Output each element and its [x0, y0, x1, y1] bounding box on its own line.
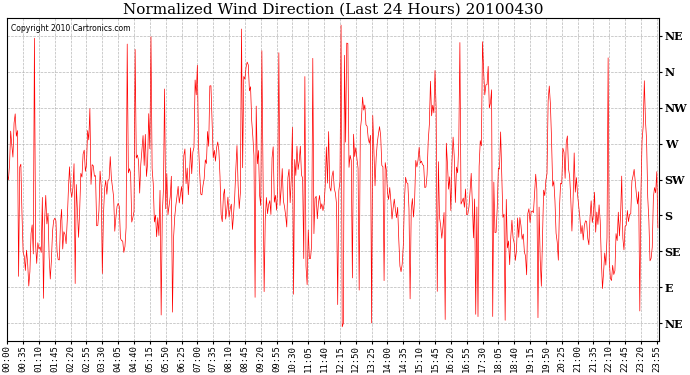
Title: Normalized Wind Direction (Last 24 Hours) 20100430: Normalized Wind Direction (Last 24 Hours… [123, 3, 544, 17]
Text: Copyright 2010 Cartronics.com: Copyright 2010 Cartronics.com [10, 24, 130, 33]
